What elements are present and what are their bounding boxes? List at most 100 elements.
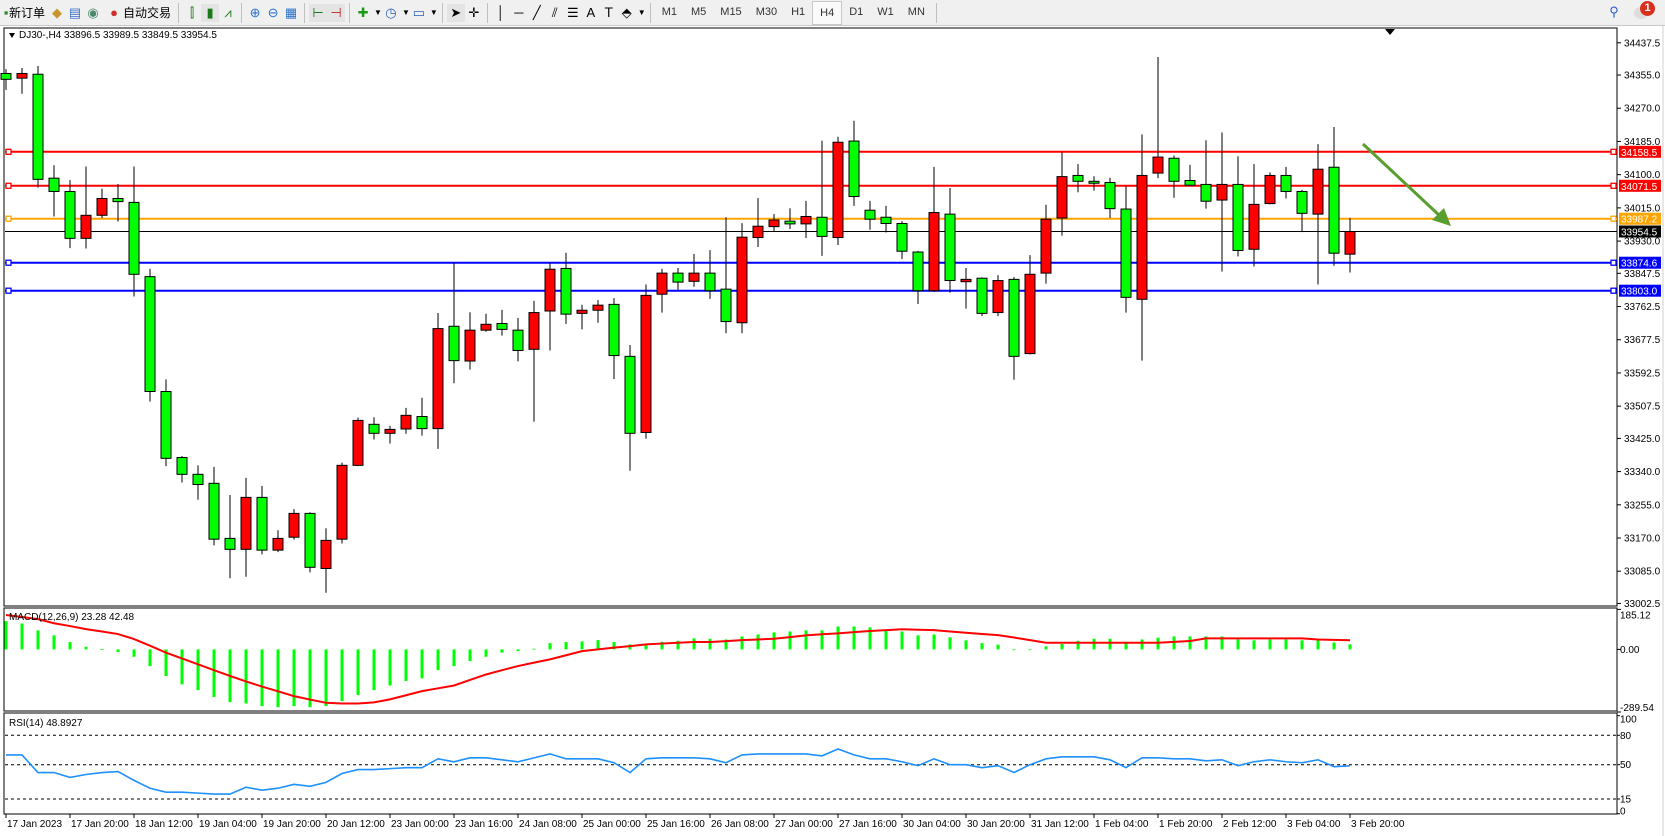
time-axis-label: 17 Jan 2023 xyxy=(7,819,62,830)
periods-icon[interactable]: ◷ xyxy=(385,4,397,20)
notification-badge: 1 xyxy=(1640,1,1655,16)
horizontal-line-icon[interactable]: ─ xyxy=(514,4,524,20)
macd-histogram-bar xyxy=(1236,639,1240,650)
candle-up xyxy=(544,268,556,312)
zoom-out-icon[interactable]: ⊖ xyxy=(267,4,279,20)
candlestick-icon[interactable]: ▮ xyxy=(201,3,220,22)
arrows-icon[interactable]: ⬘ xyxy=(621,4,632,20)
level-handle-right[interactable] xyxy=(1610,287,1617,294)
timeframe-h4[interactable]: H4 xyxy=(812,0,843,25)
macd-histogram-bar xyxy=(980,643,984,650)
vertical-line-icon[interactable]: │ xyxy=(496,4,505,20)
chart-shift-marker[interactable] xyxy=(1385,29,1395,35)
rsi-line xyxy=(6,748,1351,795)
indicators-icon[interactable]: ✚ xyxy=(357,4,369,20)
level-price-tag xyxy=(1619,212,1661,225)
line-chart-icon[interactable]: ⩘ xyxy=(224,4,232,20)
level-handle-right[interactable] xyxy=(1610,259,1617,266)
candle-down xyxy=(1200,183,1212,202)
candle-up xyxy=(752,225,764,239)
timeframe-w1[interactable]: W1 xyxy=(877,5,894,18)
chevron-down-icon[interactable]: ▼ xyxy=(637,8,646,17)
new-order-label: 新订单 xyxy=(9,6,46,20)
signals-icon[interactable]: ◉ xyxy=(87,4,99,20)
trend-arrow-shaft[interactable] xyxy=(1361,142,1442,218)
timeframe-d1[interactable]: D1 xyxy=(849,5,864,18)
auto-scroll-icon[interactable]: ⊢ xyxy=(309,3,328,22)
rsi-series xyxy=(5,734,1617,800)
macd-histogram-bar xyxy=(564,642,568,650)
candle-down xyxy=(1088,180,1100,184)
chevron-down-icon[interactable]: ▼ xyxy=(401,8,410,17)
chart-shift-icon[interactable]: ⊣ xyxy=(327,3,346,22)
chart-menu-triangle-icon[interactable] xyxy=(9,33,15,38)
chevron-down-icon[interactable]: ▼ xyxy=(374,8,382,17)
macd-histogram-bar xyxy=(484,649,488,657)
market-watch-icon[interactable]: ◆ xyxy=(52,4,63,20)
text-label-icon[interactable]: Ｔ xyxy=(602,4,616,20)
separator xyxy=(649,2,651,23)
level-handle-right[interactable] xyxy=(1610,215,1617,222)
level-handle-left[interactable] xyxy=(5,182,12,189)
fibonacci-icon[interactable]: ☰ xyxy=(566,4,579,20)
candle-down xyxy=(896,222,908,252)
candle-down xyxy=(160,390,172,459)
price-axis-label: 34185.0 xyxy=(1624,137,1661,148)
time-axis-label: 3 Feb 20:00 xyxy=(1351,819,1405,830)
toolbar: ▪ 新订单 ◆ ▤ ◉ ● 自动交易 ⫿ ▮ ⩘ ⊕ ⊖ ▦ ⊢ ⊣ ✚ ▼ ◷ ▼… xyxy=(0,0,1665,26)
zoom-in-icon[interactable]: ⊕ xyxy=(249,4,261,20)
candle-up xyxy=(400,414,412,430)
chevron-down-icon[interactable]: ▼ xyxy=(429,8,438,17)
level-handle-left[interactable] xyxy=(5,287,12,294)
level-handle-left[interactable] xyxy=(5,215,12,222)
rsi-label: RSI(14) 48.8927 xyxy=(9,718,83,729)
navigator-icon[interactable]: ▤ xyxy=(68,4,82,20)
separator xyxy=(304,2,306,23)
search-icon[interactable]: ⚲ xyxy=(1609,4,1619,19)
level-price-label: 34071.5 xyxy=(1621,182,1658,193)
timeframe-h1[interactable]: H1 xyxy=(791,5,806,18)
timeframe-m5[interactable]: M5 xyxy=(691,5,707,18)
auto-trading-button[interactable]: ● 自动交易 xyxy=(102,2,174,24)
macd-histogram-bar xyxy=(52,635,56,650)
macd-histogram-bar xyxy=(132,649,136,657)
macd-histogram-bar xyxy=(1108,638,1112,650)
cursor-icon[interactable]: ➤ xyxy=(446,3,465,22)
candle-up xyxy=(384,428,396,434)
macd-histogram-bar xyxy=(900,631,904,650)
macd-histogram-bar xyxy=(500,649,504,653)
tile-windows-icon[interactable]: ▦ xyxy=(284,4,298,20)
crosshair-icon[interactable]: ✛ xyxy=(468,4,480,20)
timeframe-m1[interactable]: M1 xyxy=(661,5,677,18)
templates-icon[interactable]: ▭ xyxy=(412,4,426,20)
bar-chart-icon[interactable]: ⫿ xyxy=(189,4,195,20)
candle-down xyxy=(1328,166,1340,254)
macd-histogram-bar xyxy=(804,630,808,650)
timeframe-m15[interactable]: M15 xyxy=(720,5,742,18)
level-handle-left[interactable] xyxy=(5,148,12,155)
candle-up xyxy=(480,323,492,331)
macd-histogram-bar xyxy=(660,641,664,650)
macd-histogram-bar xyxy=(116,649,120,652)
candle-down xyxy=(1184,180,1196,186)
macd-histogram-bar xyxy=(772,632,776,650)
price-axis-label: 33255.0 xyxy=(1624,500,1661,511)
notifications-button[interactable]: 1 xyxy=(1633,1,1655,23)
level-handle-left[interactable] xyxy=(5,259,12,266)
level-handle-right[interactable] xyxy=(1610,148,1617,155)
text-icon[interactable]: A xyxy=(586,4,596,20)
equidistant-channel-icon[interactable]: ⫽ xyxy=(551,4,558,20)
level-handle-right[interactable] xyxy=(1610,182,1617,189)
macd-axis-label: 0.00 xyxy=(1620,645,1640,656)
macd-axis-label: -289.54 xyxy=(1620,703,1654,714)
candle-down xyxy=(944,213,956,282)
trend-arrow-head[interactable] xyxy=(1432,208,1451,226)
timeframe-m30[interactable]: M30 xyxy=(755,5,778,18)
separator xyxy=(441,2,443,23)
timeframe-mn[interactable]: MN xyxy=(907,5,925,18)
candle-down xyxy=(496,323,508,330)
candle-down xyxy=(784,220,796,225)
trendline-icon[interactable]: ╱ xyxy=(532,4,541,20)
new-order-button[interactable]: ▪ 新订单 xyxy=(0,2,48,24)
